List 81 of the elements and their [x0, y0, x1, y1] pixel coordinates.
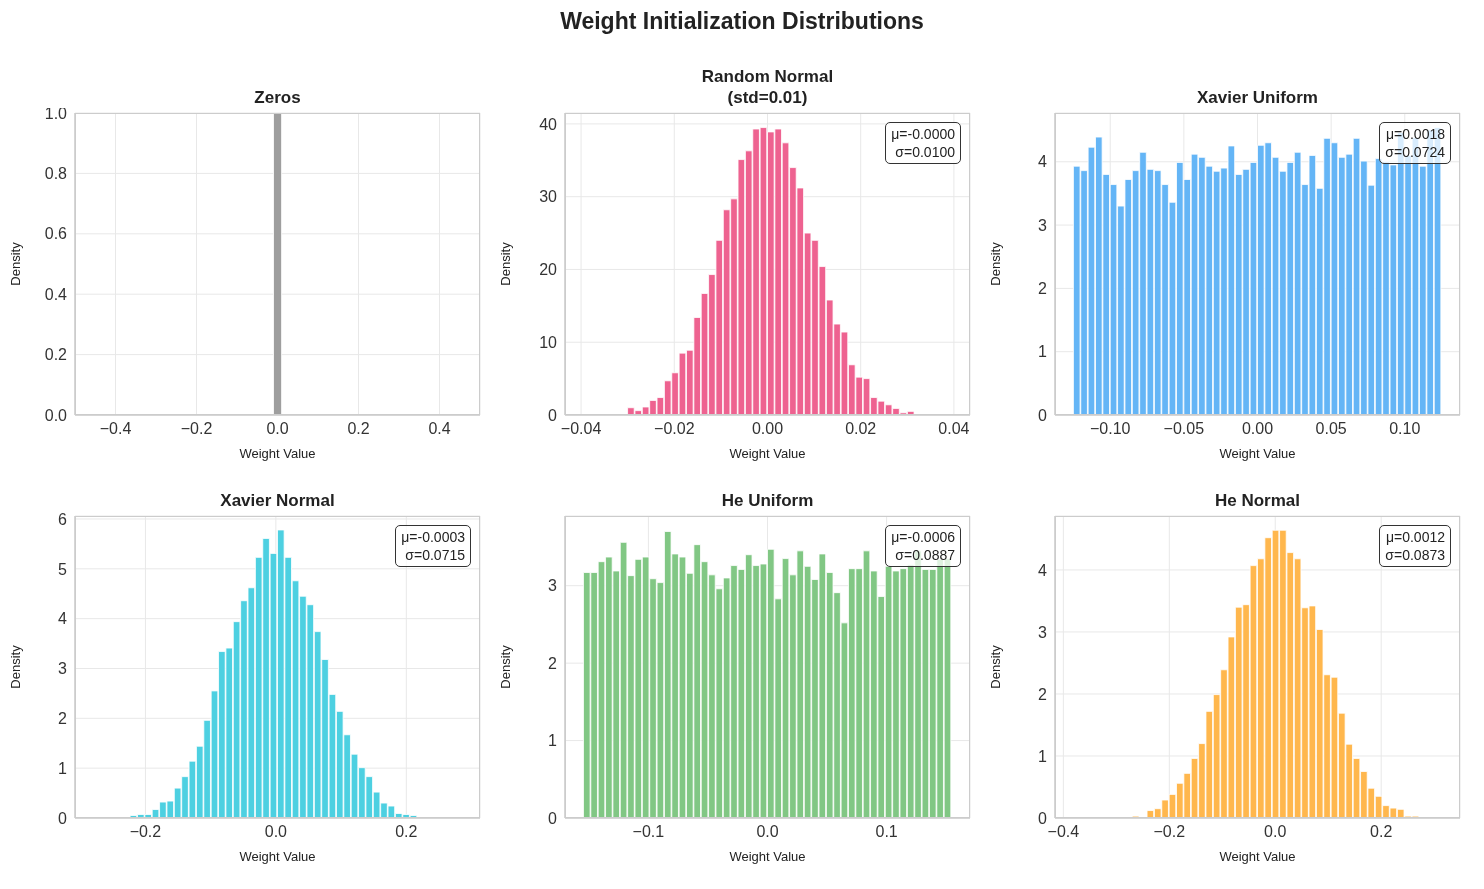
y-tick-label: 2: [1038, 685, 1048, 703]
y-axis-title: Density: [987, 644, 1003, 689]
y-tick-label: 5: [58, 560, 68, 578]
y-tick-label: 0.0: [44, 406, 68, 424]
y-tick-label: 0: [548, 809, 558, 827]
x-tick-label: 0.0: [266, 420, 289, 438]
y-tick-label: 1: [1038, 343, 1048, 361]
x-tick-label: −0.02: [654, 420, 695, 438]
chart-title: Xavier Uniform: [1197, 87, 1318, 108]
y-tick-label: 0.4: [44, 285, 68, 303]
chart-title: He Uniform: [721, 490, 814, 511]
x-axis-title: Weight Value: [1219, 446, 1296, 461]
x-tick-label: 0.2: [347, 420, 370, 438]
y-tick-label: 2: [58, 710, 68, 728]
x-tick-label: −0.10: [1089, 420, 1131, 438]
y-tick-label: 1: [1038, 747, 1048, 765]
x-tick-label: −0.4: [1047, 823, 1080, 841]
x-tick-label: −0.1: [632, 823, 665, 841]
x-tick-label: 0.2: [395, 823, 418, 841]
y-tick-label: 2: [548, 654, 558, 672]
x-tick-label: 0.1: [875, 823, 898, 841]
x-tick-label: 0.0: [264, 823, 288, 841]
x-tick-label: 0.02: [845, 420, 877, 438]
annotation: μ=-0.0003 σ=0.0715: [401, 528, 465, 564]
x-axis-title: Weight Value: [729, 849, 806, 864]
x-tick-label: −0.04: [560, 420, 602, 438]
x-tick-label: 0.00: [1241, 420, 1274, 438]
x-tick-label: −0.05: [1163, 420, 1205, 438]
y-tick-label: 3: [1038, 623, 1048, 641]
x-tick-label: 0.04: [938, 420, 970, 438]
chart-title: Zeros: [254, 87, 301, 108]
y-tick-label: 2: [1038, 280, 1048, 298]
x-axis-title: Weight Value: [239, 446, 316, 461]
y-axis-title: Density: [7, 241, 23, 286]
x-tick-label: 0.05: [1315, 420, 1347, 438]
y-tick-label: 20: [539, 261, 558, 279]
annotation: μ=0.0012 σ=0.0873: [1385, 528, 1445, 564]
annotation: μ=0.0018 σ=0.0724: [1385, 125, 1445, 161]
x-tick-label: 0.2: [1370, 823, 1393, 841]
y-tick-label: 0: [548, 406, 558, 424]
x-axis-title: Weight Value: [1219, 849, 1296, 864]
y-tick-label: 1: [548, 732, 558, 750]
x-tick-label: 0.4: [428, 420, 451, 438]
y-tick-label: 40: [539, 115, 558, 133]
y-axis-title: Density: [7, 644, 23, 689]
y-tick-label: 4: [58, 610, 68, 628]
x-axis-title: Weight Value: [239, 849, 316, 864]
y-tick-label: 30: [539, 188, 558, 206]
annotation: μ=-0.0000 σ=0.0100: [891, 125, 955, 161]
text: Weight Initialization Distributions: [559, 8, 925, 35]
x-tick-label: −0.4: [99, 420, 132, 438]
y-tick-label: 0.2: [44, 346, 68, 364]
chart-title: Random Normal (std=0.01): [701, 66, 834, 108]
x-tick-label: 0.0: [1264, 823, 1287, 841]
y-axis-title: Density: [497, 241, 513, 286]
x-tick-label: −0.2: [1153, 823, 1186, 841]
y-tick-label: 4: [1038, 561, 1048, 579]
y-tick-label: 4: [1038, 153, 1048, 171]
x-tick-label: −0.2: [129, 823, 162, 841]
y-axis-title: Density: [987, 241, 1003, 286]
x-tick-label: 0.0: [756, 823, 779, 841]
x-tick-label: −0.2: [180, 420, 213, 438]
y-tick-label: 6: [58, 510, 68, 528]
x-tick-label: 0.00: [751, 420, 784, 438]
y-tick-label: 0.8: [44, 165, 68, 183]
y-tick-label: 0: [58, 809, 68, 827]
chart-title: Xavier Normal: [220, 490, 335, 511]
y-tick-label: 3: [548, 577, 558, 595]
y-tick-label: 1: [58, 759, 68, 777]
y-tick-label: 10: [539, 333, 558, 351]
y-tick-label: 0.6: [44, 225, 68, 243]
y-axis-title: Density: [497, 644, 513, 689]
x-tick-label: 0.10: [1389, 420, 1421, 438]
y-tick-label: 1.0: [44, 104, 68, 122]
annotation: μ=-0.0006 σ=0.0887: [891, 528, 955, 564]
chart-title: He Normal: [1214, 490, 1301, 511]
y-tick-label: 0: [1038, 809, 1048, 827]
y-tick-label: 0: [1038, 406, 1048, 424]
x-axis-title: Weight Value: [729, 446, 806, 461]
y-tick-label: 3: [58, 660, 68, 678]
y-tick-label: 3: [1038, 216, 1048, 234]
